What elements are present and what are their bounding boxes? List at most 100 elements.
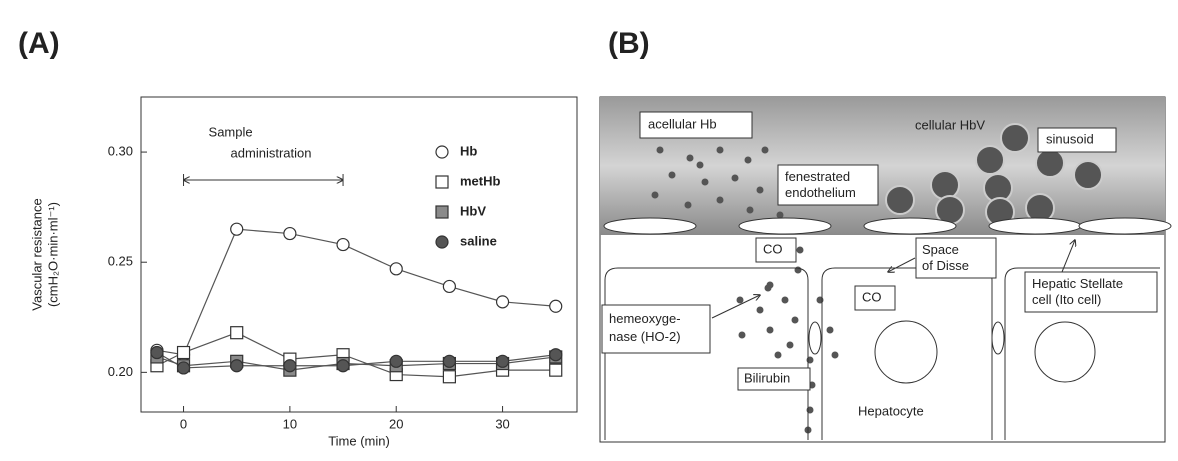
hb-dot [685, 202, 692, 209]
hb-dot [757, 187, 764, 194]
point [497, 296, 509, 308]
hb-dot [777, 212, 784, 219]
nucleus [875, 321, 937, 383]
nucleus [1035, 322, 1095, 382]
hb-dot [782, 297, 789, 304]
y-tick-label: 0.20 [108, 364, 133, 379]
label-line: fenestrated [785, 169, 850, 184]
point [550, 364, 562, 376]
x-tick-label: 0 [180, 416, 187, 431]
page: (A) 0.20 0.25 0.30 0 10 20 30 Time (min) Vascula… [0, 0, 1178, 461]
point [231, 360, 243, 372]
label-line: Space [922, 242, 959, 257]
point [284, 228, 296, 240]
hb-dot [732, 175, 739, 182]
legend-marker [436, 176, 448, 188]
y-axis-label: Vascular resistance [29, 198, 44, 310]
label: Bilirubin [744, 370, 790, 385]
label: Hepatocyte [858, 403, 924, 418]
hb-dot [652, 192, 659, 199]
point [231, 223, 243, 235]
label-line: cell (Ito cell) [1032, 292, 1101, 307]
legend-marker [436, 206, 448, 218]
hb-dot [669, 172, 676, 179]
hbv-cell [1001, 124, 1029, 152]
hb-dot [697, 162, 704, 169]
y-axis-label: (cmH₂O·min·ml⁻¹) [45, 202, 60, 307]
junction [992, 322, 1004, 354]
annotation: administration [231, 145, 312, 160]
hb-dot [787, 342, 794, 349]
legend-marker [436, 146, 448, 158]
hb-dot [745, 157, 752, 164]
point [550, 300, 562, 312]
label-line: endothelium [785, 185, 856, 200]
hb-dot [702, 179, 709, 186]
hb-dot [775, 352, 782, 359]
chart: 0.20 0.25 0.30 0 10 20 30 Time (min) Vascular re… [29, 97, 577, 448]
x-tick-label: 10 [283, 416, 297, 431]
hb-dot [717, 197, 724, 204]
legend-label: metHb [460, 173, 501, 188]
hb-dot [717, 147, 724, 154]
label: fenestratedendothelium [785, 169, 856, 200]
label: CO [862, 289, 882, 304]
point [337, 239, 349, 251]
point [151, 347, 163, 359]
pore [1079, 218, 1171, 234]
legend-marker [436, 236, 448, 248]
point [178, 347, 190, 359]
label: sinusoid [1046, 131, 1094, 146]
point [497, 355, 509, 367]
pore [864, 218, 956, 234]
legend-label: Hb [460, 143, 477, 158]
hbv-cell [1074, 161, 1102, 189]
hb-dot [767, 327, 774, 334]
hb-dot [757, 307, 764, 314]
label: acellular Hb [648, 116, 717, 131]
point [390, 263, 402, 275]
point [443, 355, 455, 367]
label-line: of Disse [922, 258, 969, 273]
x-tick-label: 30 [495, 416, 509, 431]
label-line: hemeoxyge- [609, 311, 681, 326]
point [284, 360, 296, 372]
label-line: nase (HO-2) [609, 329, 681, 344]
series-line [157, 357, 556, 370]
hb-dot [765, 285, 772, 292]
point [550, 349, 562, 361]
point [390, 355, 402, 367]
hbv-cell [1036, 149, 1064, 177]
panel-label: (B) [608, 27, 650, 60]
hb-dot [762, 147, 769, 154]
panel-label: (A) [18, 27, 60, 60]
hbv-cell [886, 186, 914, 214]
legend-label: HbV [460, 203, 486, 218]
series-line [157, 333, 556, 377]
hb-dot [792, 317, 799, 324]
junction [809, 322, 821, 354]
hb-dot [797, 247, 804, 254]
diagram: (B) acellular Hb cellular HbV sinusoid f… [600, 27, 1171, 442]
label: cellular HbV [915, 117, 985, 132]
label: CO [763, 241, 783, 256]
hb-dot [739, 332, 746, 339]
annotation: Sample [209, 124, 253, 139]
legend-label: saline [460, 233, 497, 248]
hbv-cell [976, 146, 1004, 174]
pore [989, 218, 1081, 234]
figure: (A) 0.20 0.25 0.30 0 10 20 30 Time (min) Vascula… [0, 0, 1178, 461]
point [443, 371, 455, 383]
y-tick-label: 0.25 [108, 254, 133, 269]
x-tick-label: 20 [389, 416, 403, 431]
hb-dot [832, 352, 839, 359]
point [443, 280, 455, 292]
hb-dot [747, 207, 754, 214]
x-axis-label: Time (min) [328, 433, 390, 448]
pore [604, 218, 696, 234]
hb-dot [827, 327, 834, 334]
y-tick-label: 0.30 [108, 144, 133, 159]
label-line: Hepatic Stellate [1032, 276, 1123, 291]
point [231, 327, 243, 339]
point [178, 362, 190, 374]
